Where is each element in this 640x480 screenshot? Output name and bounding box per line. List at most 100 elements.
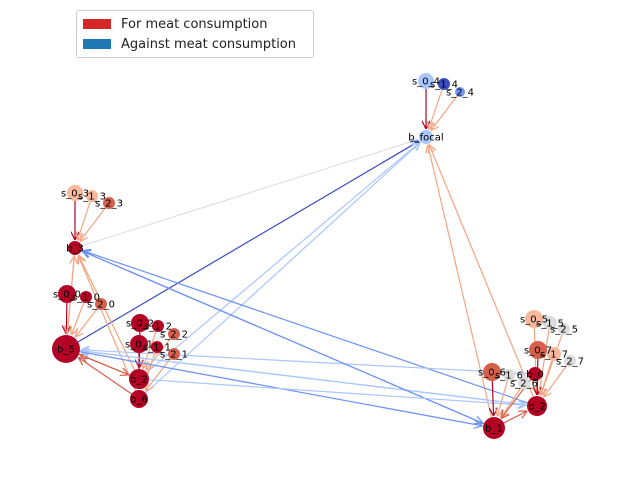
- node-s_0_5: [525, 310, 543, 328]
- node-b_2: [129, 369, 149, 389]
- node-label-s_0_3: s_0_3: [61, 189, 89, 200]
- node-label-s_0_4: s_0_4: [412, 77, 440, 88]
- node-label-s_0_1: s_0_1: [125, 340, 153, 351]
- node-b_2b: [527, 396, 547, 416]
- node-label-s_1_2: s_1_2: [144, 322, 172, 333]
- node-s_0_1: [130, 335, 148, 353]
- node-label-s_0_0: s_0_0: [53, 290, 81, 301]
- node-s_0_3: [67, 185, 83, 201]
- edge-b_2b-to-b_3: [83, 251, 528, 404]
- edge-b_2-to-b_focal: [146, 142, 420, 374]
- legend-item-against: Against meat consumption: [83, 35, 296, 53]
- legend-swatch-for: [83, 19, 111, 29]
- node-s_1_1: [151, 341, 163, 353]
- node-label-s_0_5: s_0_5: [520, 315, 548, 326]
- edge-b_5-to-b_focal: [77, 141, 419, 343]
- node-s_0_2: [131, 314, 149, 332]
- node-label-b_5: b_5: [57, 345, 75, 356]
- node-s_1_4: [438, 78, 450, 90]
- node-layer: [52, 73, 576, 439]
- node-label-b_1: b_1: [485, 424, 503, 435]
- edge-b_0-to-b_5: [81, 350, 529, 375]
- legend-label-for: For meat consumption: [121, 16, 268, 32]
- node-s_0_0: [58, 285, 76, 303]
- node-s_2_3: [103, 197, 115, 209]
- node-label-s_2_1: s_2_1: [160, 350, 188, 361]
- node-label-s_0_2: s_0_2: [126, 319, 154, 330]
- node-s_1_7: [547, 347, 561, 361]
- edge-b_1-to-b_2b: [503, 411, 527, 424]
- node-label-s_0_7: s_0_7: [524, 346, 552, 357]
- legend-item-for: For meat consumption: [83, 15, 267, 33]
- node-label-b_2: b_2: [130, 375, 148, 386]
- edge-s_1_6-to-b_1: [497, 380, 508, 417]
- node-s_2_0: [95, 298, 107, 310]
- node-label-s_0_6: s_0_6: [478, 368, 506, 379]
- edge-b_6-to-b_focal: [145, 142, 420, 394]
- edge-s_0_6-to-b_1: [492, 380, 493, 416]
- node-s_2_6: [518, 377, 530, 389]
- node-s_0_6: [483, 363, 501, 381]
- legend: For meat consumption Against meat consum…: [76, 10, 314, 58]
- node-label-s_2_6: s_2_6: [510, 379, 538, 390]
- edge-b_3-to-b_focal: [81, 139, 419, 247]
- edge-s_1_0-to-b_5: [71, 302, 85, 335]
- node-label-s_2_3: s_2_3: [95, 199, 123, 210]
- edge-s_1_3-to-b_3: [77, 201, 91, 241]
- node-label-s_2_4: s_2_4: [446, 88, 474, 99]
- node-b_focal: [419, 130, 433, 144]
- edge-b_5-to-b_2: [78, 353, 129, 374]
- node-label-s_1_5: s_1_5: [536, 319, 564, 330]
- label-layer: s_0_4s_1_4s_2_4 b_focal s_0_3s_1_3s_2_3 b_3…: [53, 77, 584, 435]
- edge-s_1_4-to-b_focal: [429, 89, 443, 130]
- node-s_1_0: [80, 291, 92, 303]
- node-label-b_2b: b_2: [528, 402, 546, 413]
- node-b_0: [528, 367, 542, 381]
- node-s_0_4: [418, 73, 434, 89]
- edge-s_0_0-to-b_5: [66, 302, 67, 334]
- node-b_1: [483, 417, 505, 439]
- node-label-s_2_0: s_2_0: [87, 300, 115, 311]
- edge-b_1-to-b_focal: [428, 145, 493, 418]
- edge-b_3-to-b_1: [81, 250, 483, 424]
- edge-s_2_7-to-b_2b: [544, 365, 567, 397]
- legend-label-against: Against meat consumption: [121, 36, 296, 52]
- node-label-s_2_7: s_2_7: [556, 357, 584, 368]
- node-s_2_7: [564, 355, 576, 367]
- node-s_2_1: [168, 348, 180, 360]
- edge-b_6-to-b_5: [78, 357, 132, 395]
- node-label-s_1_1: s_1_1: [143, 343, 171, 354]
- node-b_6: [130, 390, 148, 408]
- edge-b_5-to-b_2b: [79, 350, 526, 405]
- node-label-b_focal: b_focal: [408, 133, 443, 144]
- node-s_1_3: [86, 190, 98, 202]
- node-label-b_0: b_0: [526, 370, 544, 381]
- node-label-s_1_6: s_1_6: [495, 371, 523, 382]
- node-label-s_1_0: s_1_0: [72, 293, 100, 304]
- node-label-s_2_5: s_2_5: [550, 325, 578, 336]
- node-s_2_4: [455, 87, 465, 97]
- node-label-s_1_4: s_1_4: [430, 80, 458, 91]
- edge-b_2-to-b_2b: [148, 379, 526, 406]
- node-s_2_5: [558, 323, 570, 335]
- node-label-s_2_2: s_2_2: [160, 330, 188, 341]
- edge-s_1_7-to-b_2b: [540, 360, 553, 396]
- edge-s_2_1-to-b_6: [145, 358, 171, 391]
- edge-s_2_0-to-b_5: [75, 308, 98, 337]
- edge-s_0_5-to-b_2b: [534, 327, 536, 395]
- node-label-s_1_7: s_1_7: [540, 350, 568, 361]
- node-label-b_6: b_6: [130, 395, 148, 406]
- edge-s_2_4-to-b_focal: [431, 95, 458, 131]
- node-s_2_2: [168, 328, 180, 340]
- edge-s_1_5-to-b_2b: [539, 329, 550, 395]
- node-b_5: [52, 335, 80, 363]
- node-s_1_2: [152, 320, 164, 332]
- node-label-b_3: b_3: [66, 244, 84, 255]
- node-s_1_6: [503, 369, 515, 381]
- edge-s_2_3-to-b_3: [80, 207, 106, 242]
- legend-swatch-against: [83, 39, 111, 49]
- node-b_3: [68, 241, 82, 255]
- node-s_0_7: [529, 341, 547, 359]
- edge-b_2b-to-b_focal: [429, 144, 534, 397]
